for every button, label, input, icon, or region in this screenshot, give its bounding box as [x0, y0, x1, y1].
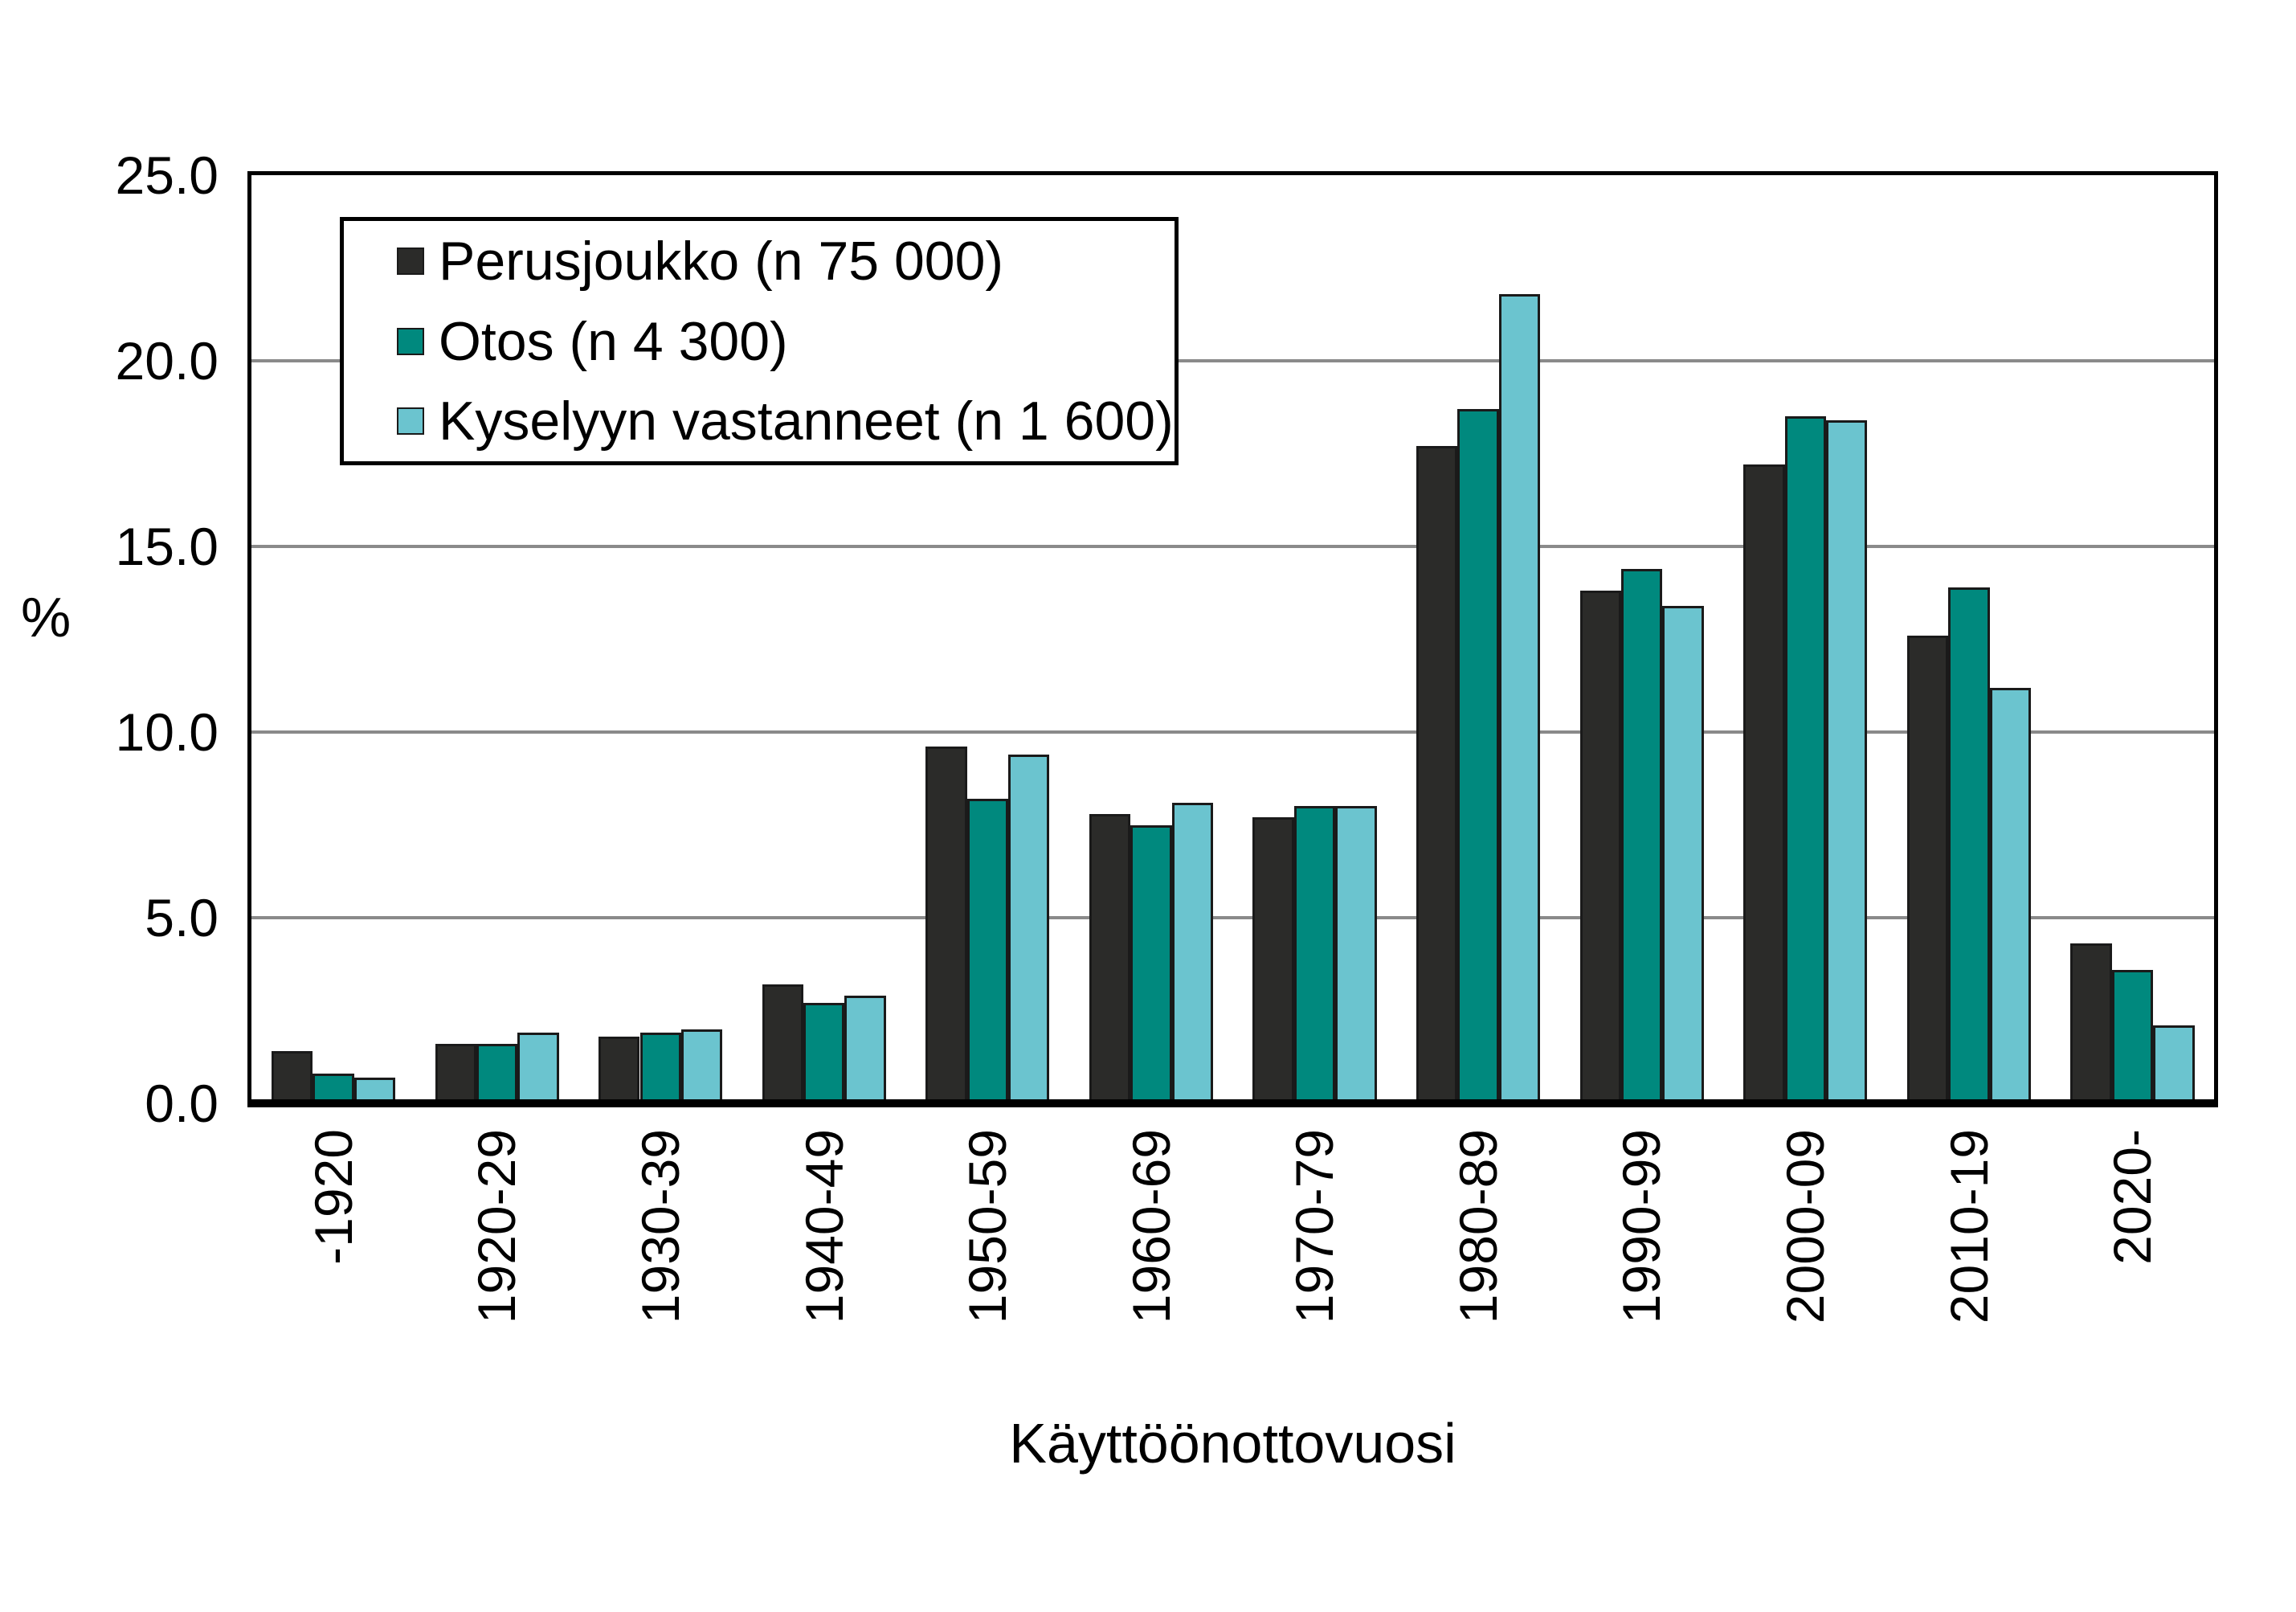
x-axis-line — [247, 1099, 2218, 1107]
bar-2010-19-s1 — [1948, 587, 1990, 1103]
bar-1970-79-s0 — [1252, 817, 1294, 1103]
bar-1980-89-s2 — [1498, 293, 1541, 1103]
bar-2020--s0 — [2070, 943, 2112, 1103]
bar-1970-79-s2 — [1335, 806, 1377, 1103]
bar-1930-39-s2 — [680, 1029, 723, 1103]
bar-2010-19-s2 — [1989, 687, 2031, 1103]
bar-1970-79-s1 — [1293, 806, 1336, 1103]
y-axis-tick-label: 5.0 — [145, 888, 219, 947]
legend-label: Kyselyyn vastanneet (n 1 600) — [439, 391, 1174, 452]
bar-1940-49-s2 — [844, 996, 886, 1103]
gridline — [251, 730, 2214, 734]
bar-1950-59-s1 — [966, 799, 1009, 1103]
bar-2010-19-s0 — [1906, 635, 1949, 1103]
gridline — [251, 545, 2214, 548]
gridline — [251, 359, 2214, 362]
bar-1940-49-s1 — [803, 1003, 845, 1103]
bar-1980-89-s0 — [1416, 446, 1458, 1103]
bar-1920-29-s1 — [476, 1044, 518, 1103]
legend-label: Perusjoukko (n 75 000) — [439, 230, 1004, 292]
bar-1950-59-s0 — [925, 747, 967, 1103]
bar-1920-29-s0 — [435, 1044, 476, 1103]
legend-item: Otos (n 4 300) — [397, 301, 1175, 382]
y-axis-tick-label: 0.0 — [145, 1074, 219, 1133]
bar-1950-59-s2 — [1008, 754, 1050, 1103]
legend-swatch — [397, 327, 424, 355]
bar-2020--s2 — [2153, 1025, 2195, 1103]
x-axis-title: Käyttöönottovuosi — [1009, 1412, 1456, 1475]
bar--1920-s1 — [313, 1074, 354, 1103]
legend: Perusjoukko (n 75 000) Otos (n 4 300) Kyse… — [340, 217, 1179, 465]
legend-swatch — [397, 407, 424, 436]
legend-item: Kyselyyn vastanneet (n 1 600) — [397, 381, 1175, 461]
bar-1960-69-s1 — [1130, 824, 1172, 1103]
legend-item: Perusjoukko (n 75 000) — [397, 221, 1175, 301]
y-axis-tick-label: 10.0 — [115, 702, 219, 762]
y-axis-tick-label: 15.0 — [115, 517, 219, 576]
bar-1920-29-s2 — [517, 1033, 559, 1103]
bar-2000-09-s1 — [1784, 416, 1826, 1103]
bar-2000-09-s2 — [1825, 419, 1868, 1103]
bar-1960-69-s2 — [1171, 802, 1214, 1103]
bar--1920-s0 — [271, 1051, 313, 1103]
bar-1990-99-s0 — [1579, 591, 1621, 1103]
bar-1990-99-s2 — [1662, 605, 1704, 1103]
y-axis-tick-label: 20.0 — [115, 331, 219, 391]
bar-2020--s1 — [2111, 969, 2154, 1103]
bar-1990-99-s1 — [1621, 568, 1663, 1103]
bar-1930-39-s0 — [599, 1036, 640, 1103]
y-axis-title: % — [21, 586, 71, 648]
y-axis-tick-label: 25.0 — [115, 145, 219, 205]
legend-label: Otos (n 4 300) — [439, 310, 788, 372]
bar-1930-39-s1 — [639, 1033, 681, 1103]
legend-swatch — [397, 247, 424, 275]
bar-1980-89-s1 — [1457, 409, 1499, 1103]
bar--1920-s2 — [353, 1077, 396, 1103]
gridline — [251, 916, 2214, 919]
bar-2000-09-s0 — [1743, 464, 1785, 1103]
bar-1940-49-s0 — [762, 984, 804, 1103]
bar-1960-69-s0 — [1089, 813, 1131, 1103]
